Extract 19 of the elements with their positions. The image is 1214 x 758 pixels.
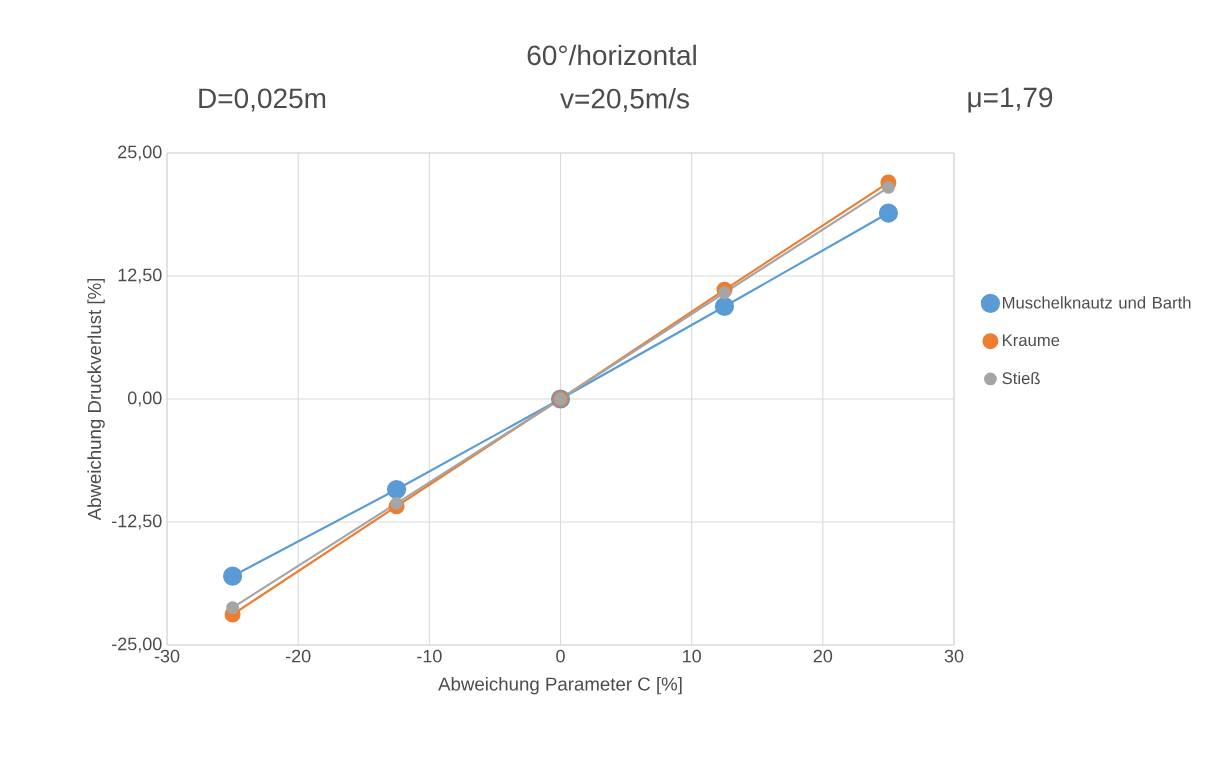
x-tick-label: -20 (285, 649, 311, 663)
x-tick-label: 0 (556, 649, 565, 663)
chart-title: 60°/horizontal (527, 44, 696, 66)
x-tick-label: 10 (683, 649, 701, 663)
text: D=0,025m (199, 88, 326, 112)
x-tick-label: 20 (813, 649, 833, 663)
y-tick-label: 0,00 (127, 391, 162, 407)
x-tick-label: 30 (944, 649, 964, 663)
text: μ=1,79 (968, 87, 1053, 113)
y-tick-label: 12,50 (118, 268, 162, 284)
y-axis-title: Abweichung Druckverlust [%] (87, 279, 105, 521)
x-axis-title: Abweichung Parameter C [%] (438, 676, 682, 695)
y-tick-label: -12,50 (112, 514, 162, 530)
legend-label: Kraume (1002, 334, 1060, 347)
x-tick-label: -10 (417, 649, 442, 663)
legend-label: Muschelknautz und Barth (1002, 296, 1191, 309)
y-tick-label: 25,00 (118, 145, 162, 161)
text: v=20,5m/s (560, 88, 689, 112)
legend-label: Stieß (1002, 371, 1040, 385)
